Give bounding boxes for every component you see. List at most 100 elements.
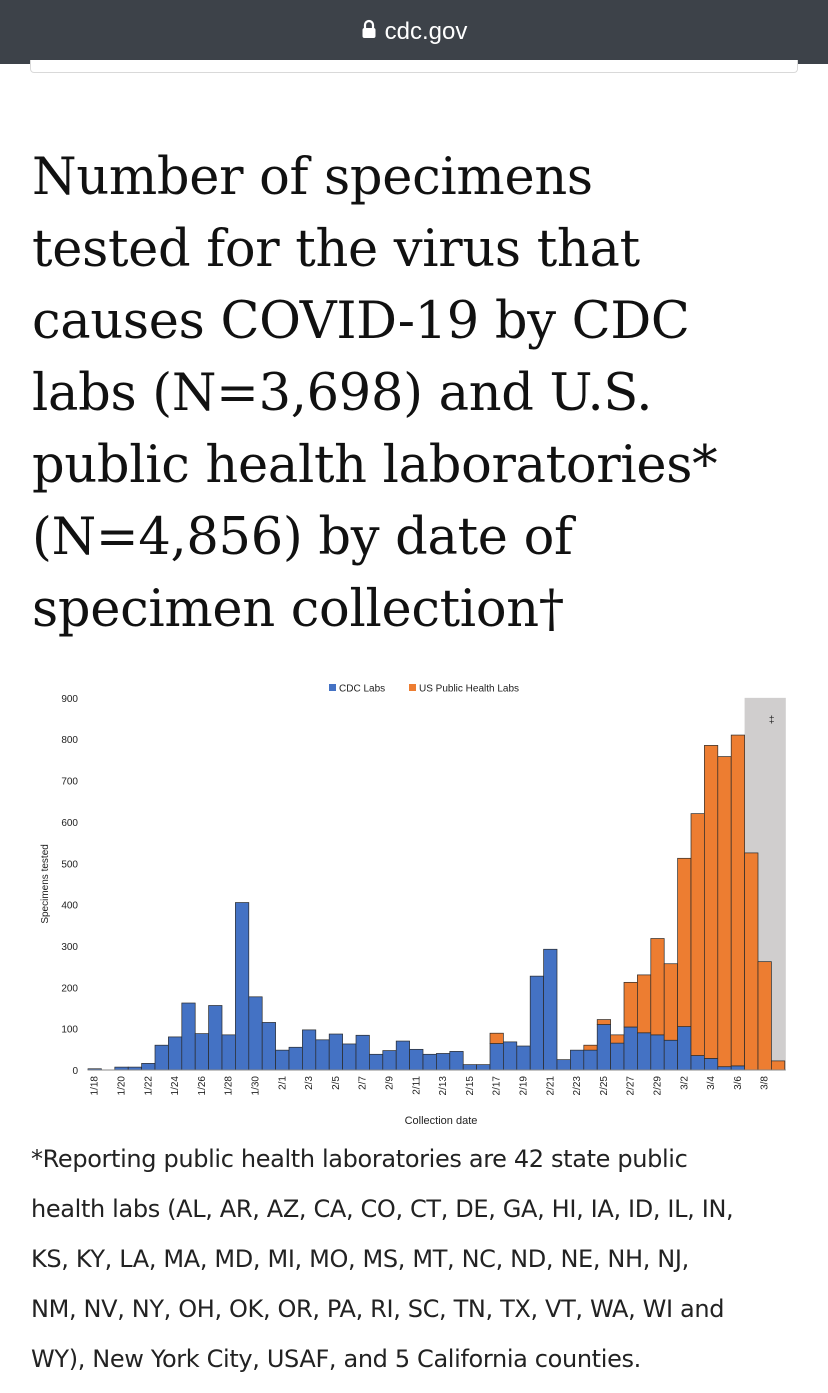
x-tick-label: 2/15 [465, 1076, 476, 1096]
x-tick-label: 2/7 [358, 1076, 369, 1090]
bar-us-public-health-labs [490, 1033, 503, 1043]
bar-cdc-labs [651, 1035, 664, 1070]
y-tick-label: 500 [61, 859, 78, 870]
x-tick-label: 1/30 [251, 1076, 262, 1096]
bar-cdc-labs [369, 1054, 382, 1070]
x-tick-label: 2/3 [304, 1076, 315, 1090]
browser-domain: cdc.gov [385, 18, 468, 46]
y-tick-label: 800 [61, 735, 78, 746]
y-axis-label: Specimens tested [40, 844, 51, 924]
bar-us-public-health-labs [664, 964, 677, 1040]
x-tick-label: 3/4 [706, 1076, 717, 1090]
x-axis-label: Collection date [405, 1115, 478, 1127]
y-tick-label: 600 [61, 818, 78, 829]
y-tick-label: 900 [61, 694, 78, 705]
bar-cdc-labs [396, 1041, 409, 1070]
x-tick-label: 2/5 [331, 1076, 342, 1090]
x-tick-label: 2/17 [492, 1076, 503, 1096]
footnote-line: NM, NV, NY, OH, OK, OR, PA, RI, SC, TN, … [31, 1295, 724, 1323]
bar-cdc-labs [530, 976, 543, 1070]
title-line: labs (N=3,698) and U.S. [32, 364, 652, 423]
bar-cdc-labs [678, 1027, 691, 1070]
bar-us-public-health-labs [637, 975, 650, 1033]
y-tick-label: 100 [61, 1025, 78, 1036]
shaded-region-label: ‡ [769, 715, 775, 726]
bar-cdc-labs [557, 1060, 570, 1070]
bar-cdc-labs [142, 1063, 155, 1070]
bar-cdc-labs [611, 1043, 624, 1070]
y-tick-label: 200 [61, 983, 78, 994]
footnote-line: KS, KY, LA, MA, MD, MI, MO, MS, MT, NC, … [31, 1245, 689, 1273]
bar-cdc-labs [155, 1045, 168, 1070]
bar-cdc-labs [490, 1044, 503, 1070]
browser-url-bar[interactable]: cdc.gov [0, 0, 828, 64]
x-tick-label: 2/9 [385, 1076, 396, 1090]
title-line: specimen collection [32, 580, 539, 639]
title-dagger: † [539, 580, 564, 639]
bar-cdc-labs [624, 1027, 637, 1070]
bar-cdc-labs [262, 1022, 275, 1070]
x-tick-label: 1/26 [197, 1076, 208, 1096]
bar-us-public-health-labs [678, 858, 691, 1026]
x-tick-label: 3/6 [733, 1076, 744, 1090]
y-tick-label: 300 [61, 942, 78, 953]
x-tick-label: 3/2 [679, 1076, 690, 1090]
footnote: *Reporting public health laboratories ar… [31, 1134, 801, 1384]
title-line: tested for the virus that [32, 220, 640, 279]
bar-cdc-labs [664, 1040, 677, 1070]
bar-cdc-labs [195, 1034, 208, 1070]
x-tick-label: 3/8 [760, 1076, 771, 1090]
bar-cdc-labs [302, 1030, 315, 1070]
bar-cdc-labs [343, 1044, 356, 1070]
x-tick-label: 2/21 [545, 1076, 556, 1096]
x-tick-label: 2/29 [653, 1076, 664, 1096]
y-tick-label: 0 [72, 1066, 78, 1077]
bar-cdc-labs [597, 1025, 610, 1070]
footnote-line: *Reporting public health laboratories ar… [31, 1145, 687, 1173]
bar-cdc-labs [423, 1054, 436, 1070]
bar-cdc-labs [704, 1058, 717, 1070]
bar-cdc-labs [584, 1050, 597, 1070]
bar-cdc-labs [503, 1042, 516, 1070]
x-tick-label: 2/23 [572, 1076, 583, 1096]
legend-label-cdc-labs: CDC Labs [339, 684, 385, 695]
bar-cdc-labs [731, 1066, 744, 1070]
bar-cdc-labs [570, 1050, 583, 1070]
bar-cdc-labs [544, 949, 557, 1070]
bar-cdc-labs [383, 1051, 396, 1070]
legend-swatch-cdc-labs [329, 684, 336, 691]
bar-us-public-health-labs [624, 982, 637, 1027]
bar-cdc-labs [209, 1005, 222, 1070]
bar-us-public-health-labs [597, 1020, 610, 1025]
footnote-line: WY), New York City, USAF, and 5 Californ… [31, 1345, 641, 1373]
bar-cdc-labs [289, 1047, 302, 1070]
bar-cdc-labs [691, 1056, 704, 1070]
page-title: Number of specimens tested for the virus… [32, 142, 802, 646]
title-line: Number of specimens [32, 148, 593, 207]
specimens-bar-chart: ‡ 0 100 200 300 400 500 600 700 800 900 Specimens t… [0, 672, 828, 1132]
legend-swatch-us-public-health-labs [409, 684, 416, 691]
title-line: public health laboratories* [32, 436, 717, 495]
x-tick-label: 1/18 [90, 1076, 101, 1096]
bar-us-public-health-labs [704, 745, 717, 1058]
legend-label-us-public-health-labs: US Public Health Labs [419, 684, 519, 695]
bar-cdc-labs [168, 1037, 181, 1070]
lock-icon [361, 18, 377, 46]
bar-cdc-labs [450, 1051, 463, 1070]
y-tick-label: 700 [61, 777, 78, 788]
bar-cdc-labs [316, 1040, 329, 1070]
y-tick-label: 400 [61, 901, 78, 912]
bar-us-public-health-labs [758, 962, 771, 1070]
bar-cdc-labs [436, 1053, 449, 1070]
bar-cdc-labs [276, 1050, 289, 1070]
bar-us-public-health-labs [691, 814, 704, 1056]
title-line: (N=4,856) by date of [32, 508, 573, 567]
x-tick-label: 2/13 [438, 1076, 449, 1096]
bar-cdc-labs [463, 1065, 476, 1070]
bar-cdc-labs [637, 1033, 650, 1070]
x-tick-label: 1/24 [170, 1076, 181, 1096]
bar-us-public-health-labs [651, 939, 664, 1035]
x-tick-label: 1/20 [117, 1076, 128, 1096]
x-tick-label: 1/28 [224, 1076, 235, 1096]
header-card-edge [30, 60, 798, 73]
